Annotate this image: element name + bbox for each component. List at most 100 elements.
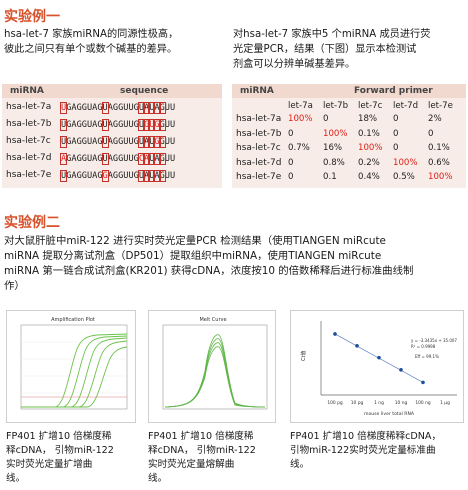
fp-cell: 0.1 <box>323 172 337 182</box>
fp-row-label: hsa-let-7a <box>236 114 282 124</box>
fp-cell: 18% <box>358 114 378 124</box>
text-line: 彼此之间只有单个或数个碱基的差异。 <box>4 44 178 55</box>
amplification-curve <box>21 346 128 408</box>
amplification-plot-panel: Amplification Plot <box>6 310 136 423</box>
fp-row-label: hsa-let-7e <box>236 172 282 182</box>
caption-line: 释cDNA， 引物miR-122 <box>148 445 256 456</box>
sequence-row-label: hsa-let-7b <box>6 119 52 129</box>
standard-curve-chart: Ct值 mouse liver total RNA 100 pg 10 pg 1 n… <box>300 321 457 417</box>
equation-label: y = -3.3435x + 35.007 <box>411 338 457 343</box>
caption-line: FP401 扩增10 倍梯度稀 <box>6 431 112 442</box>
sequence-row-label: hsa-let-7c <box>6 136 51 146</box>
example1-left-text: hsa-let-7 家族miRNA的同源性极高， 彼此之间只有单个或数个碱基的差… <box>4 27 226 57</box>
header-mirna: miRNA <box>240 86 274 96</box>
plot-frame <box>20 324 128 410</box>
x-tick-label: 100 pg <box>327 400 343 406</box>
example2-text: 对大鼠肝脏中miR-122 进行实时荧光定量PCR 检测结果（使用TIANGEN… <box>4 234 466 294</box>
x-tick-label: 100 ng <box>415 400 431 406</box>
fp-cell: 100% <box>428 172 453 182</box>
fp-cell: 0 <box>288 157 294 168</box>
text-line: 剂盒可以分辨单碱基差异。 <box>233 59 356 70</box>
melt-curve-panel: Melt Curve <box>148 310 276 423</box>
data-point <box>355 343 359 348</box>
fp-cell: 0 <box>288 128 294 139</box>
panel1-caption: FP401 扩增10 倍梯度稀 释cDNA， 引物miR-122 实时荧光定量扩… <box>6 430 140 486</box>
fp-cell: 16% <box>323 143 343 153</box>
melt-curves <box>164 334 266 408</box>
fp-row-label: hsa-let-7d <box>236 157 282 168</box>
fp-cell: 0.1% <box>358 128 380 139</box>
fp-column-header: let-7b <box>323 101 349 111</box>
sequence-value: UGAGGUAGGAGGUUGUAUAGUU <box>59 170 176 182</box>
text-line: 对hsa-let-7 家族中5 个miRNA 成员进行荧 <box>233 29 431 40</box>
plot-frame <box>162 324 268 410</box>
sequence-value: UGAGGUAGUAGGUUGUAUAGUU <box>59 102 176 114</box>
fp-cell: 0.4% <box>358 172 380 182</box>
fp-cell: 0.1% <box>428 143 450 153</box>
x-tick-label: 10 pg <box>351 400 364 406</box>
text-line: 作） <box>4 280 25 292</box>
amplification-curve <box>21 333 128 408</box>
example1-title: 实验例一 <box>4 9 60 25</box>
caption-line: 线。 <box>6 473 26 484</box>
efficiency-label: Eff = 99.1% <box>415 354 439 359</box>
fp-cell: 100% <box>323 128 348 139</box>
panel3-caption: FP401 扩增10 倍梯度稀释cDNA， 引物miR-122实时荧光定量标准曲… <box>290 430 466 472</box>
caption-line: FP401 扩增10 倍梯度稀释cDNA， <box>290 431 442 442</box>
caption-line: 实时荧光定量扩增曲 <box>6 459 93 470</box>
caption-line: 线。 <box>148 473 168 484</box>
caption-line: 引物miR-122实时荧光定量标准曲 <box>290 445 436 456</box>
fp-cell: 0 <box>393 143 399 153</box>
r-squared-label: R² = 0.9998 <box>411 344 436 349</box>
amplification-curves <box>21 333 128 408</box>
data-point <box>399 368 403 372</box>
melt-curve <box>164 346 266 408</box>
panel2-caption: FP401 扩增10 倍梯度稀 释cDNA， 引物miR-122 实时荧光定量熔… <box>148 430 282 486</box>
amplification-plot: Amplification Plot <box>20 317 128 410</box>
y-axis-label: Ct值 <box>300 351 307 361</box>
fp-column-header: let-7c <box>358 101 383 111</box>
fp-column-header: let-7d <box>393 101 419 111</box>
sequence-value: UGAGGUAGUAGGUUGUGUGGUU <box>59 119 176 131</box>
fp-cell: 100% <box>393 157 418 168</box>
caption-line: 实时荧光定量熔解曲 <box>148 459 235 470</box>
fp-cell: 0.7% <box>288 143 310 153</box>
fp-table-header: miRNA Forward primer <box>232 84 466 98</box>
fp-column-header: let-7e <box>428 101 453 111</box>
x-tick-label: 1 ng <box>374 400 384 406</box>
sequence-row-label: hsa-let-7d <box>6 153 52 163</box>
text-line: miRNA 第一链合成试剂盒(KR201) 获得cDNA，浓度按10 的倍数稀释… <box>4 265 414 277</box>
fp-cell: 100% <box>358 143 383 153</box>
data-point <box>421 380 425 385</box>
caption-line: FP401 扩增10 倍梯度稀 <box>148 431 254 442</box>
x-tick-label: 10 ng <box>395 400 408 406</box>
x-tick-label: 1 μg <box>440 400 450 406</box>
amplification-curve <box>21 340 128 408</box>
fp-cell: 0 <box>393 128 399 139</box>
fp-column-header: let-7a <box>288 101 313 111</box>
amplification-curve <box>21 337 128 408</box>
data-point <box>333 332 337 336</box>
example1-right-text: 对hsa-let-7 家族中5 个miRNA 成员进行荧 光定量PCR，结果（下… <box>233 27 465 72</box>
fp-cell: 0.2% <box>358 157 380 168</box>
sequence-row-label: hsa-let-7e <box>6 170 52 180</box>
forward-primer-table: miRNA Forward primer let-7a let-7b let-7c l… <box>232 84 466 188</box>
sequence-value: AGAGGUAGUAGGUUGCAUAGUU <box>59 153 176 165</box>
fp-row-label: hsa-let-7b <box>236 128 282 139</box>
fp-cell: 0 <box>288 172 294 182</box>
standard-curve-panel: Ct值 mouse liver total RNA 100 pg 10 pg 1 n… <box>290 310 464 423</box>
fp-cell: 100% <box>288 114 313 124</box>
sequence-table: miRNA sequence hsa-let-7a UGAGGUAGUAGGUUG… <box>2 84 222 188</box>
header-sequence: sequence <box>120 86 169 96</box>
fp-row-label: hsa-let-7c <box>236 143 281 153</box>
fp-cell: 0.6% <box>428 157 450 168</box>
fp-cell: 0 <box>393 114 399 124</box>
sequence-table-header: miRNA sequence <box>2 84 222 98</box>
example2-title: 实验例二 <box>4 215 60 231</box>
text-line: miRNA 提取分离试剂盒（DP501）提取组织中miRNA，使用TIANGEN… <box>4 250 382 262</box>
melt-curve-plot: Melt Curve <box>162 317 268 410</box>
caption-line: 释cDNA， 引物miR-122 <box>6 445 114 456</box>
sequence-value: UGAGGUAGUAGGUUGUAUGGUU <box>59 136 176 148</box>
text-line: hsa-let-7 家族miRNA的同源性极高， <box>4 29 179 40</box>
header-forward-primer: Forward primer <box>354 86 433 96</box>
